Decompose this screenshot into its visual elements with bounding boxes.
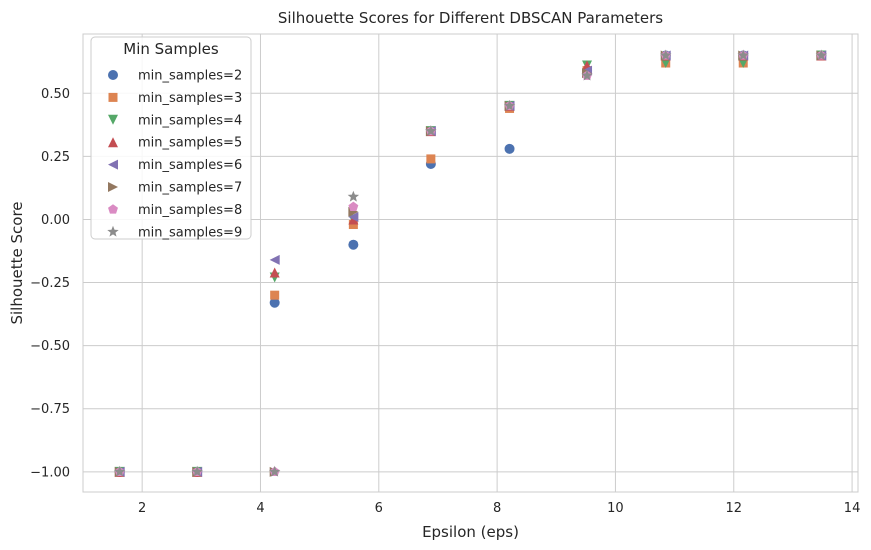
legend-label: min_samples=2 <box>138 69 242 84</box>
data-point <box>348 211 359 222</box>
legend-label: min_samples=6 <box>138 158 242 173</box>
legend-entry: min_samples=5 <box>108 136 242 151</box>
x-tick-label: 8 <box>493 501 501 516</box>
data-point <box>426 154 436 164</box>
x-tick-label: 10 <box>607 501 624 516</box>
x-tick-label: 4 <box>256 501 264 516</box>
x-axis-title: Epsilon (eps) <box>422 523 519 541</box>
chart-title: Silhouette Scores for Different DBSCAN P… <box>278 9 663 27</box>
legend-entry: min_samples=9 <box>107 225 242 240</box>
data-point <box>425 125 437 137</box>
legend: Min Samples min_samples=2min_samples=3mi… <box>90 36 252 240</box>
data-point <box>815 49 828 61</box>
data-point <box>504 143 515 154</box>
data-point <box>269 297 280 308</box>
data-point <box>191 465 203 477</box>
x-tick-label: 12 <box>725 501 742 516</box>
y-tick-label: 0.50 <box>41 87 70 102</box>
data-point <box>660 49 672 61</box>
legend-marker <box>108 137 118 148</box>
data-point <box>268 465 281 477</box>
legend-label: min_samples=8 <box>138 203 242 218</box>
grid-lines <box>83 34 858 492</box>
y-tick-label: −0.75 <box>30 402 70 417</box>
data-point <box>269 254 280 265</box>
data-point <box>348 239 359 250</box>
series-min_samples=9 <box>113 49 828 477</box>
legend-marker <box>108 204 118 214</box>
data-point <box>270 290 280 300</box>
data-point <box>660 58 671 69</box>
data-point <box>737 49 749 61</box>
y-tick-label: 0.25 <box>41 150 70 165</box>
legend-entry: min_samples=2 <box>108 69 242 84</box>
plot-area-frame <box>82 33 859 493</box>
y-tick-label: −1.00 <box>30 465 70 480</box>
data-point <box>581 69 593 81</box>
y-tick-label: −0.25 <box>30 276 70 291</box>
x-tick-label: 14 <box>844 501 861 516</box>
data-point <box>269 267 280 278</box>
data-point <box>348 220 358 230</box>
data-point <box>347 190 360 202</box>
y-tick-label: −0.50 <box>30 339 70 354</box>
legend-title: Min Samples <box>123 40 219 58</box>
y-tick-label: 0.00 <box>41 213 70 228</box>
legend-box <box>90 36 252 240</box>
data-point <box>348 214 359 225</box>
legend-entry: min_samples=7 <box>108 181 242 196</box>
legend-label: min_samples=9 <box>138 225 242 240</box>
data-point <box>503 99 516 111</box>
legend-marker <box>108 70 118 80</box>
legend-marker <box>108 92 118 102</box>
legend-label: min_samples=5 <box>138 136 242 151</box>
y-tick-labels: −1.00 −0.75 −0.50 −0.25 0.00 0.25 0.50 <box>30 87 70 481</box>
x-tick-labels: 2 4 6 8 10 12 14 <box>138 501 860 516</box>
legend-label: min_samples=7 <box>138 181 242 196</box>
legend-marker <box>108 114 118 125</box>
legend-marker <box>108 182 118 192</box>
legend-entry: min_samples=4 <box>108 113 242 128</box>
legend-marker <box>108 159 118 170</box>
legend-entries: min_samples=2 min_samples=3 min_samples=4m… <box>107 69 242 240</box>
legend-label: min_samples=3 <box>138 91 242 106</box>
legend-entry: min_samples=6 <box>108 158 242 173</box>
data-points <box>113 49 828 477</box>
data-point <box>348 201 359 212</box>
legend-entry: min_samples=8 <box>108 203 242 218</box>
legend-entry: min_samples=3 <box>108 91 242 106</box>
data-point <box>738 58 749 69</box>
legend-label: min_samples=4 <box>138 113 242 128</box>
x-tick-label: 2 <box>138 501 146 516</box>
data-point <box>113 465 126 477</box>
legend-marker <box>107 225 119 237</box>
x-tick-label: 6 <box>375 501 383 516</box>
y-axis-title: Silhouette Score <box>8 201 26 324</box>
